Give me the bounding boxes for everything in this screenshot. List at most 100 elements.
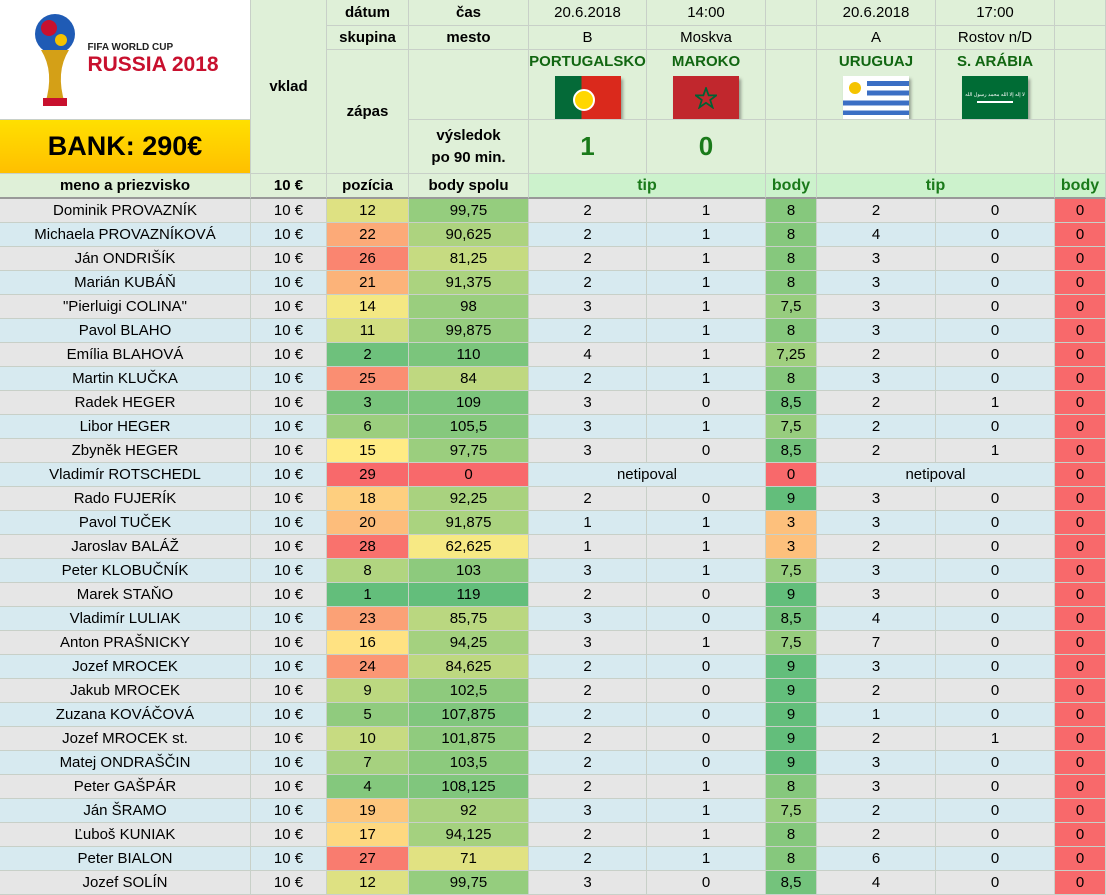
tip-match2-home: 3 <box>817 751 936 775</box>
mesto-header: mesto <box>409 26 529 50</box>
tip-match1-away: 0 <box>647 655 766 679</box>
skupina-header: skupina <box>327 26 409 50</box>
tip-match2-home: 2 <box>817 199 936 223</box>
pozicia-cell: 20 <box>327 511 409 535</box>
pozicia-cell: 15 <box>327 439 409 463</box>
body-match1-cell: 3 <box>766 511 817 535</box>
tip-match2-home: 3 <box>817 511 936 535</box>
tip-match2-home: 3 <box>817 271 936 295</box>
body-match2-cell: 0 <box>1055 415 1106 439</box>
tip-match1-home: 2 <box>529 271 647 295</box>
pozicia-cell: 27 <box>327 847 409 871</box>
body-match2-cell: 0 <box>1055 295 1106 319</box>
col-vklad: 10 € <box>251 174 327 199</box>
match2-date: 20.6.2018 <box>817 0 936 26</box>
body-match2-cell: 0 <box>1055 559 1106 583</box>
pozicia-cell: 10 <box>327 727 409 751</box>
pozicia-cell: 21 <box>327 271 409 295</box>
tip-match2-away: 0 <box>936 583 1055 607</box>
tip-match1-home: 3 <box>529 607 647 631</box>
tip-match2-home: 2 <box>817 823 936 847</box>
tip-match1-cell: netipoval <box>529 463 766 487</box>
vklad-cell: 10 € <box>251 871 327 895</box>
body-match1-cell: 8 <box>766 823 817 847</box>
pozicia-cell: 1 <box>327 583 409 607</box>
match1-blank <box>766 0 817 26</box>
team-portugal-name: PORTUGALSKO <box>529 53 646 70</box>
world-cup-trophy-logo: FIFA WORLD CUP RUSSIA 2018 <box>31 12 219 108</box>
body-match1-cell: 9 <box>766 583 817 607</box>
body-match2-cell: 0 <box>1055 631 1106 655</box>
body-match1-cell: 8 <box>766 247 817 271</box>
tip-match2-away: 0 <box>936 799 1055 823</box>
tip-match2-away: 0 <box>936 367 1055 391</box>
tip-match1-away: 1 <box>647 319 766 343</box>
tip-match2-away: 0 <box>936 295 1055 319</box>
tip-match1-home: 2 <box>529 199 647 223</box>
vklad-cell: 10 € <box>251 439 327 463</box>
col-tip-match1: tip <box>529 174 766 199</box>
body-match2-cell: 0 <box>1055 871 1106 895</box>
body-match2-cell: 0 <box>1055 271 1106 295</box>
match1-group: B <box>529 26 647 50</box>
body-spolu-cell: 105,5 <box>409 415 529 439</box>
participant-name: Martin KLUČKA <box>0 367 251 391</box>
tip-match2-away: 1 <box>936 727 1055 751</box>
tip-match2-home: 3 <box>817 583 936 607</box>
zapas-header: zápas <box>327 50 409 174</box>
body-spolu-cell: 92,25 <box>409 487 529 511</box>
tip-match2-home: 3 <box>817 487 936 511</box>
tip-match2-home: 2 <box>817 535 936 559</box>
flag-portugal-icon <box>554 76 621 119</box>
tip-match2-away: 1 <box>936 439 1055 463</box>
vklad-cell: 10 € <box>251 823 327 847</box>
tip-match1-away: 1 <box>647 415 766 439</box>
tip-match1-away: 1 <box>647 775 766 799</box>
body-match2-cell: 0 <box>1055 583 1106 607</box>
pozicia-cell: 24 <box>327 655 409 679</box>
pozicia-cell: 23 <box>327 607 409 631</box>
body-match1-cell: 7,5 <box>766 415 817 439</box>
pozicia-cell: 12 <box>327 871 409 895</box>
body-spolu-cell: 101,875 <box>409 727 529 751</box>
vklad-cell: 10 € <box>251 631 327 655</box>
match1-blank4 <box>766 120 817 174</box>
body-spolu-cell: 91,375 <box>409 271 529 295</box>
tip-match1-home: 2 <box>529 583 647 607</box>
body-spolu-cell: 102,5 <box>409 679 529 703</box>
tip-match2-away: 0 <box>936 679 1055 703</box>
participant-name: Marek STAŇO <box>0 583 251 607</box>
tip-match1-home: 4 <box>529 343 647 367</box>
tip-match2-away: 0 <box>936 871 1055 895</box>
tip-match1-home: 3 <box>529 631 647 655</box>
tip-match2-away: 0 <box>936 607 1055 631</box>
tip-match2-away: 1 <box>936 391 1055 415</box>
body-match2-cell: 0 <box>1055 775 1106 799</box>
participant-name: Ján ONDRIŠÍK <box>0 247 251 271</box>
vklad-cell: 10 € <box>251 655 327 679</box>
tip-match1-home: 1 <box>529 535 647 559</box>
participant-name: Vladimír LULIAK <box>0 607 251 631</box>
body-spolu-cell: 84,625 <box>409 655 529 679</box>
tip-match1-away: 0 <box>647 679 766 703</box>
tip-match1-home: 2 <box>529 247 647 271</box>
pozicia-cell: 9 <box>327 679 409 703</box>
body-spolu-cell: 90,625 <box>409 223 529 247</box>
tip-match1-away: 0 <box>647 487 766 511</box>
pozicia-cell: 3 <box>327 391 409 415</box>
tip-match2-home: 2 <box>817 343 936 367</box>
vklad-cell: 10 € <box>251 607 327 631</box>
tip-match2-away: 0 <box>936 847 1055 871</box>
vklad-cell: 10 € <box>251 391 327 415</box>
pozicia-cell: 7 <box>327 751 409 775</box>
participant-name: Zuzana KOVÁČOVÁ <box>0 703 251 727</box>
body-match1-cell: 9 <box>766 679 817 703</box>
tip-match2-away: 0 <box>936 631 1055 655</box>
body-match2-cell: 0 <box>1055 223 1106 247</box>
tip-match2-home: 2 <box>817 391 936 415</box>
tip-match2-home: 2 <box>817 439 936 463</box>
participant-name: Michaela PROVAZNÍKOVÁ <box>0 223 251 247</box>
body-match2-cell: 0 <box>1055 535 1106 559</box>
participant-name: Peter BIALON <box>0 847 251 871</box>
tip-match1-home: 3 <box>529 391 647 415</box>
